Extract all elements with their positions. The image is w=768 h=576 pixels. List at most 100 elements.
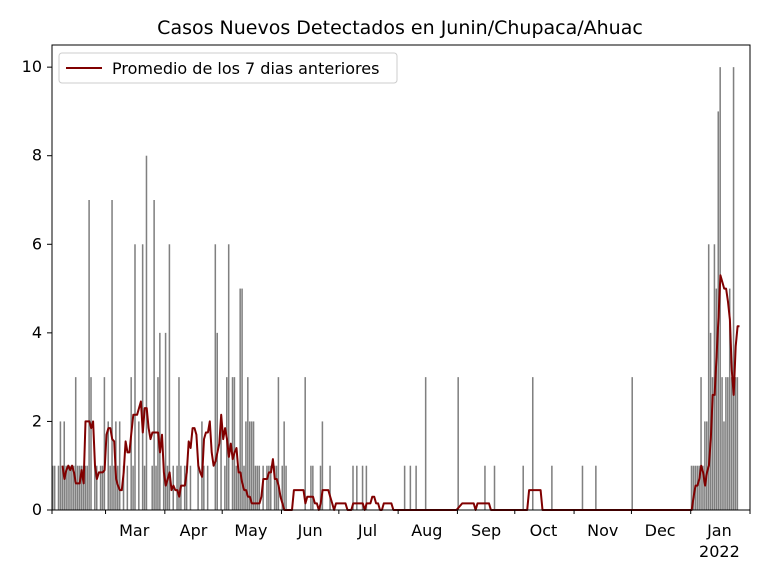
x-tick-label: Nov: [587, 521, 618, 540]
bar: [53, 465, 56, 510]
bar: [74, 377, 77, 510]
bar: [59, 421, 62, 510]
bar: [702, 465, 704, 510]
bar: [185, 465, 188, 510]
bar: [178, 377, 180, 510]
legend: Promedio de los 7 dias anteriores: [58, 52, 398, 84]
bar: [250, 421, 253, 510]
bar: [581, 465, 584, 510]
y-tick-label: 2: [32, 411, 42, 430]
bar: [713, 244, 716, 511]
bar: [704, 421, 706, 510]
bar: [352, 465, 354, 510]
bar: [522, 465, 524, 510]
bar: [107, 421, 109, 510]
bar: [164, 332, 167, 510]
bar: [403, 465, 406, 510]
bar: [183, 465, 186, 510]
bar: [273, 465, 276, 510]
bar: [711, 377, 714, 510]
y-tick-label: 10: [22, 57, 42, 76]
bar: [268, 465, 270, 510]
bar: [57, 465, 60, 510]
bar: [252, 421, 255, 510]
bar: [134, 244, 136, 511]
line-layer: [61, 274, 740, 511]
bar: [241, 288, 243, 510]
bar: [189, 465, 192, 510]
bar: [151, 465, 153, 510]
x-tick-label: Sep: [471, 521, 501, 540]
bar: [88, 200, 90, 510]
bar: [117, 465, 119, 510]
bar: [706, 421, 708, 510]
bar: [248, 421, 251, 510]
bar: [71, 465, 73, 510]
bar: [493, 465, 496, 510]
bar: [312, 465, 314, 510]
bar: [690, 465, 693, 510]
bar: [730, 377, 733, 510]
bar: [141, 244, 144, 511]
bar: [166, 465, 169, 510]
bar: [214, 244, 217, 511]
bar: [595, 465, 597, 510]
bar: [197, 465, 199, 510]
bar: [153, 200, 155, 510]
bar: [203, 465, 205, 510]
bar: [52, 465, 54, 510]
x-tick-label: Jan: [706, 521, 732, 540]
bar: [73, 465, 75, 510]
x-tick-label: Dec: [645, 521, 676, 540]
bar: [275, 465, 278, 510]
x-tick-label: Oct: [530, 521, 558, 540]
bar: [78, 465, 81, 510]
bar: [84, 465, 87, 510]
bar: [61, 465, 64, 510]
bar: [270, 465, 272, 510]
bar: [159, 332, 161, 510]
bar: [109, 465, 111, 510]
bar: [256, 465, 259, 510]
bar: [319, 465, 322, 510]
bar: [122, 465, 125, 510]
bar: [696, 465, 698, 510]
bar: [155, 465, 157, 510]
bar: [176, 465, 178, 510]
bar: [321, 421, 324, 510]
bar: [220, 421, 222, 510]
bar: [157, 377, 159, 510]
bar: [728, 288, 731, 510]
bar: [231, 377, 234, 510]
bar: [551, 465, 553, 510]
bar: [65, 465, 67, 510]
bar: [725, 377, 727, 510]
bar: [63, 421, 66, 510]
bar: [132, 465, 134, 510]
bar: [95, 465, 98, 510]
bar: [126, 465, 129, 510]
bar: [113, 465, 115, 510]
bar: [700, 377, 702, 510]
bar: [698, 465, 700, 510]
x-tick-label: Mar: [119, 521, 150, 540]
bar: [266, 465, 268, 510]
series-line: [61, 274, 740, 511]
bar: [734, 377, 737, 510]
legend-label: Promedio de los 7 dias anteriores: [112, 59, 379, 78]
bar: [727, 377, 729, 510]
bar: [94, 465, 96, 510]
bar: [356, 465, 358, 510]
bar: [111, 200, 113, 510]
bar: [707, 244, 710, 511]
bar: [457, 377, 459, 510]
bar: [99, 465, 102, 510]
bar: [76, 465, 79, 510]
bar: [736, 377, 739, 510]
bar: [283, 421, 285, 510]
bar: [162, 465, 165, 510]
x-tick-sublabel: 2022: [699, 542, 740, 561]
bar: [103, 377, 106, 510]
bar: [216, 332, 218, 510]
